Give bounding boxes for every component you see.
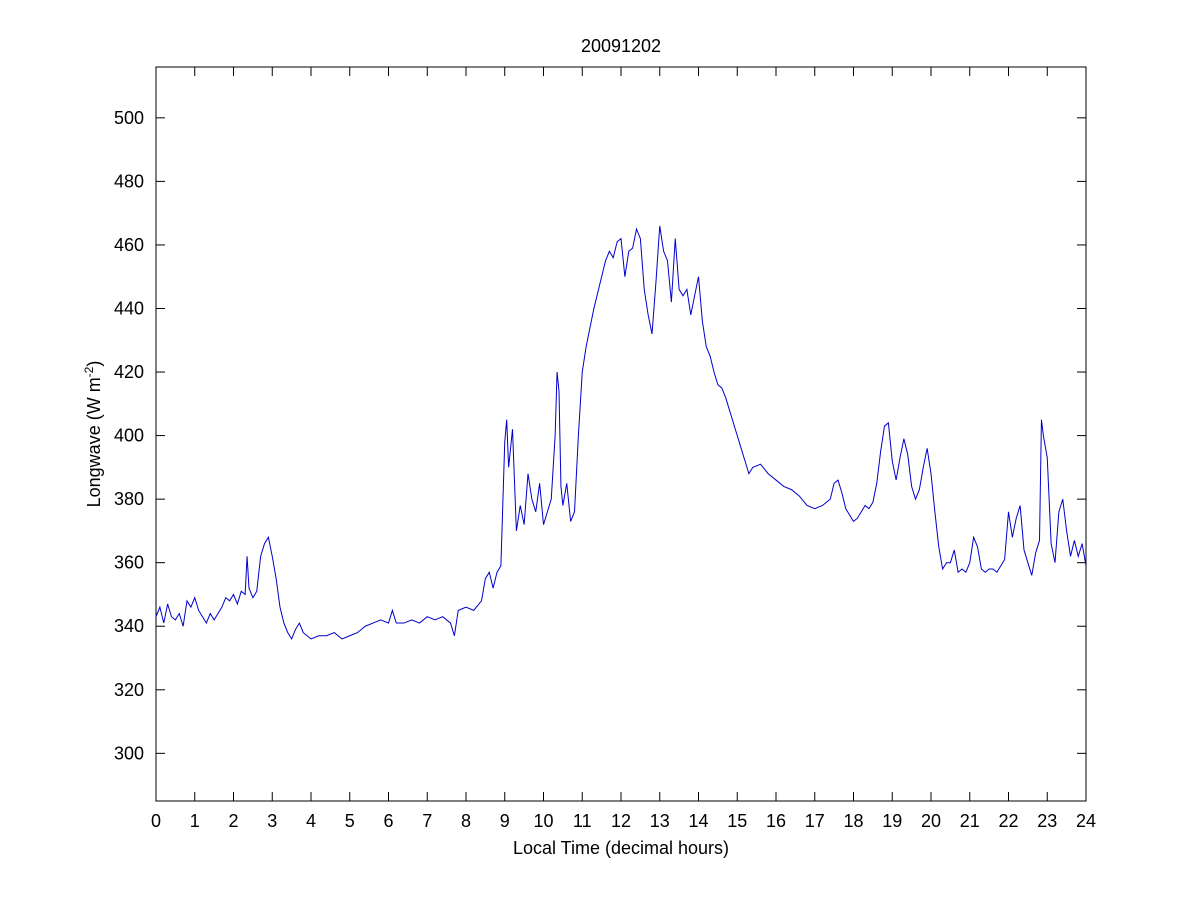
y-axis-label-close: ): [84, 361, 104, 367]
x-tick-label: 13: [650, 811, 670, 831]
x-tick-label: 20: [921, 811, 941, 831]
x-tick-label: 19: [882, 811, 902, 831]
y-tick-label: 340: [114, 616, 144, 636]
x-tick-label: 9: [500, 811, 510, 831]
x-tick-label: 12: [611, 811, 631, 831]
x-tick-label: 22: [998, 811, 1018, 831]
tick-marks: [155, 67, 1087, 801]
y-axis-label-text: Longwave (W m: [84, 377, 104, 507]
x-tick-label: 0: [151, 811, 161, 831]
x-tick-label: 2: [228, 811, 238, 831]
y-tick-label: 300: [114, 743, 144, 763]
y-axis-label: Longwave (W m-2): [82, 361, 104, 508]
x-tick-label: 8: [461, 811, 471, 831]
x-tick-label: 6: [383, 811, 393, 831]
x-tick-label: 24: [1076, 811, 1096, 831]
y-tick-label: 380: [114, 489, 144, 509]
x-tick-label: 18: [843, 811, 863, 831]
x-tick-label: 10: [533, 811, 553, 831]
y-tick-label: 480: [114, 171, 144, 191]
y-axis-label-superscript: -2: [82, 366, 96, 377]
x-axis-label: Local Time (decimal hours): [513, 838, 729, 858]
x-tick-label: 21: [960, 811, 980, 831]
y-tick-label: 320: [114, 680, 144, 700]
y-tick-label: 360: [114, 553, 144, 573]
x-tick-label: 1: [190, 811, 200, 831]
x-tick-label: 7: [422, 811, 432, 831]
x-tick-label: 15: [727, 811, 747, 831]
y-tick-label: 440: [114, 298, 144, 318]
x-tick-labels: 0 1 2 3 4 5 6 7 8 9 10 11 12 13 14 15 16 17 18 19 20 21 22 23 24: [151, 811, 1096, 831]
x-tick-label: 5: [345, 811, 355, 831]
series-line-longwave: [155, 225, 1087, 641]
y-tick-label: 500: [114, 108, 144, 128]
plot-area: [155, 66, 1087, 802]
x-tick-label: 4: [306, 811, 316, 831]
chart-title: 20091202: [581, 36, 661, 56]
x-tick-label: 3: [267, 811, 277, 831]
y-tick-label: 460: [114, 235, 144, 255]
y-tick-labels: 300 320 340 360 380 400 420 440 460 480 500: [114, 108, 144, 763]
x-tick-label: 23: [1037, 811, 1057, 831]
x-tick-label: 11: [573, 811, 592, 831]
y-tick-label: 400: [114, 426, 144, 446]
x-tick-label: 16: [766, 811, 786, 831]
x-tick-label: 14: [688, 811, 708, 831]
y-tick-label: 420: [114, 362, 144, 382]
x-tick-label: 17: [805, 811, 825, 831]
